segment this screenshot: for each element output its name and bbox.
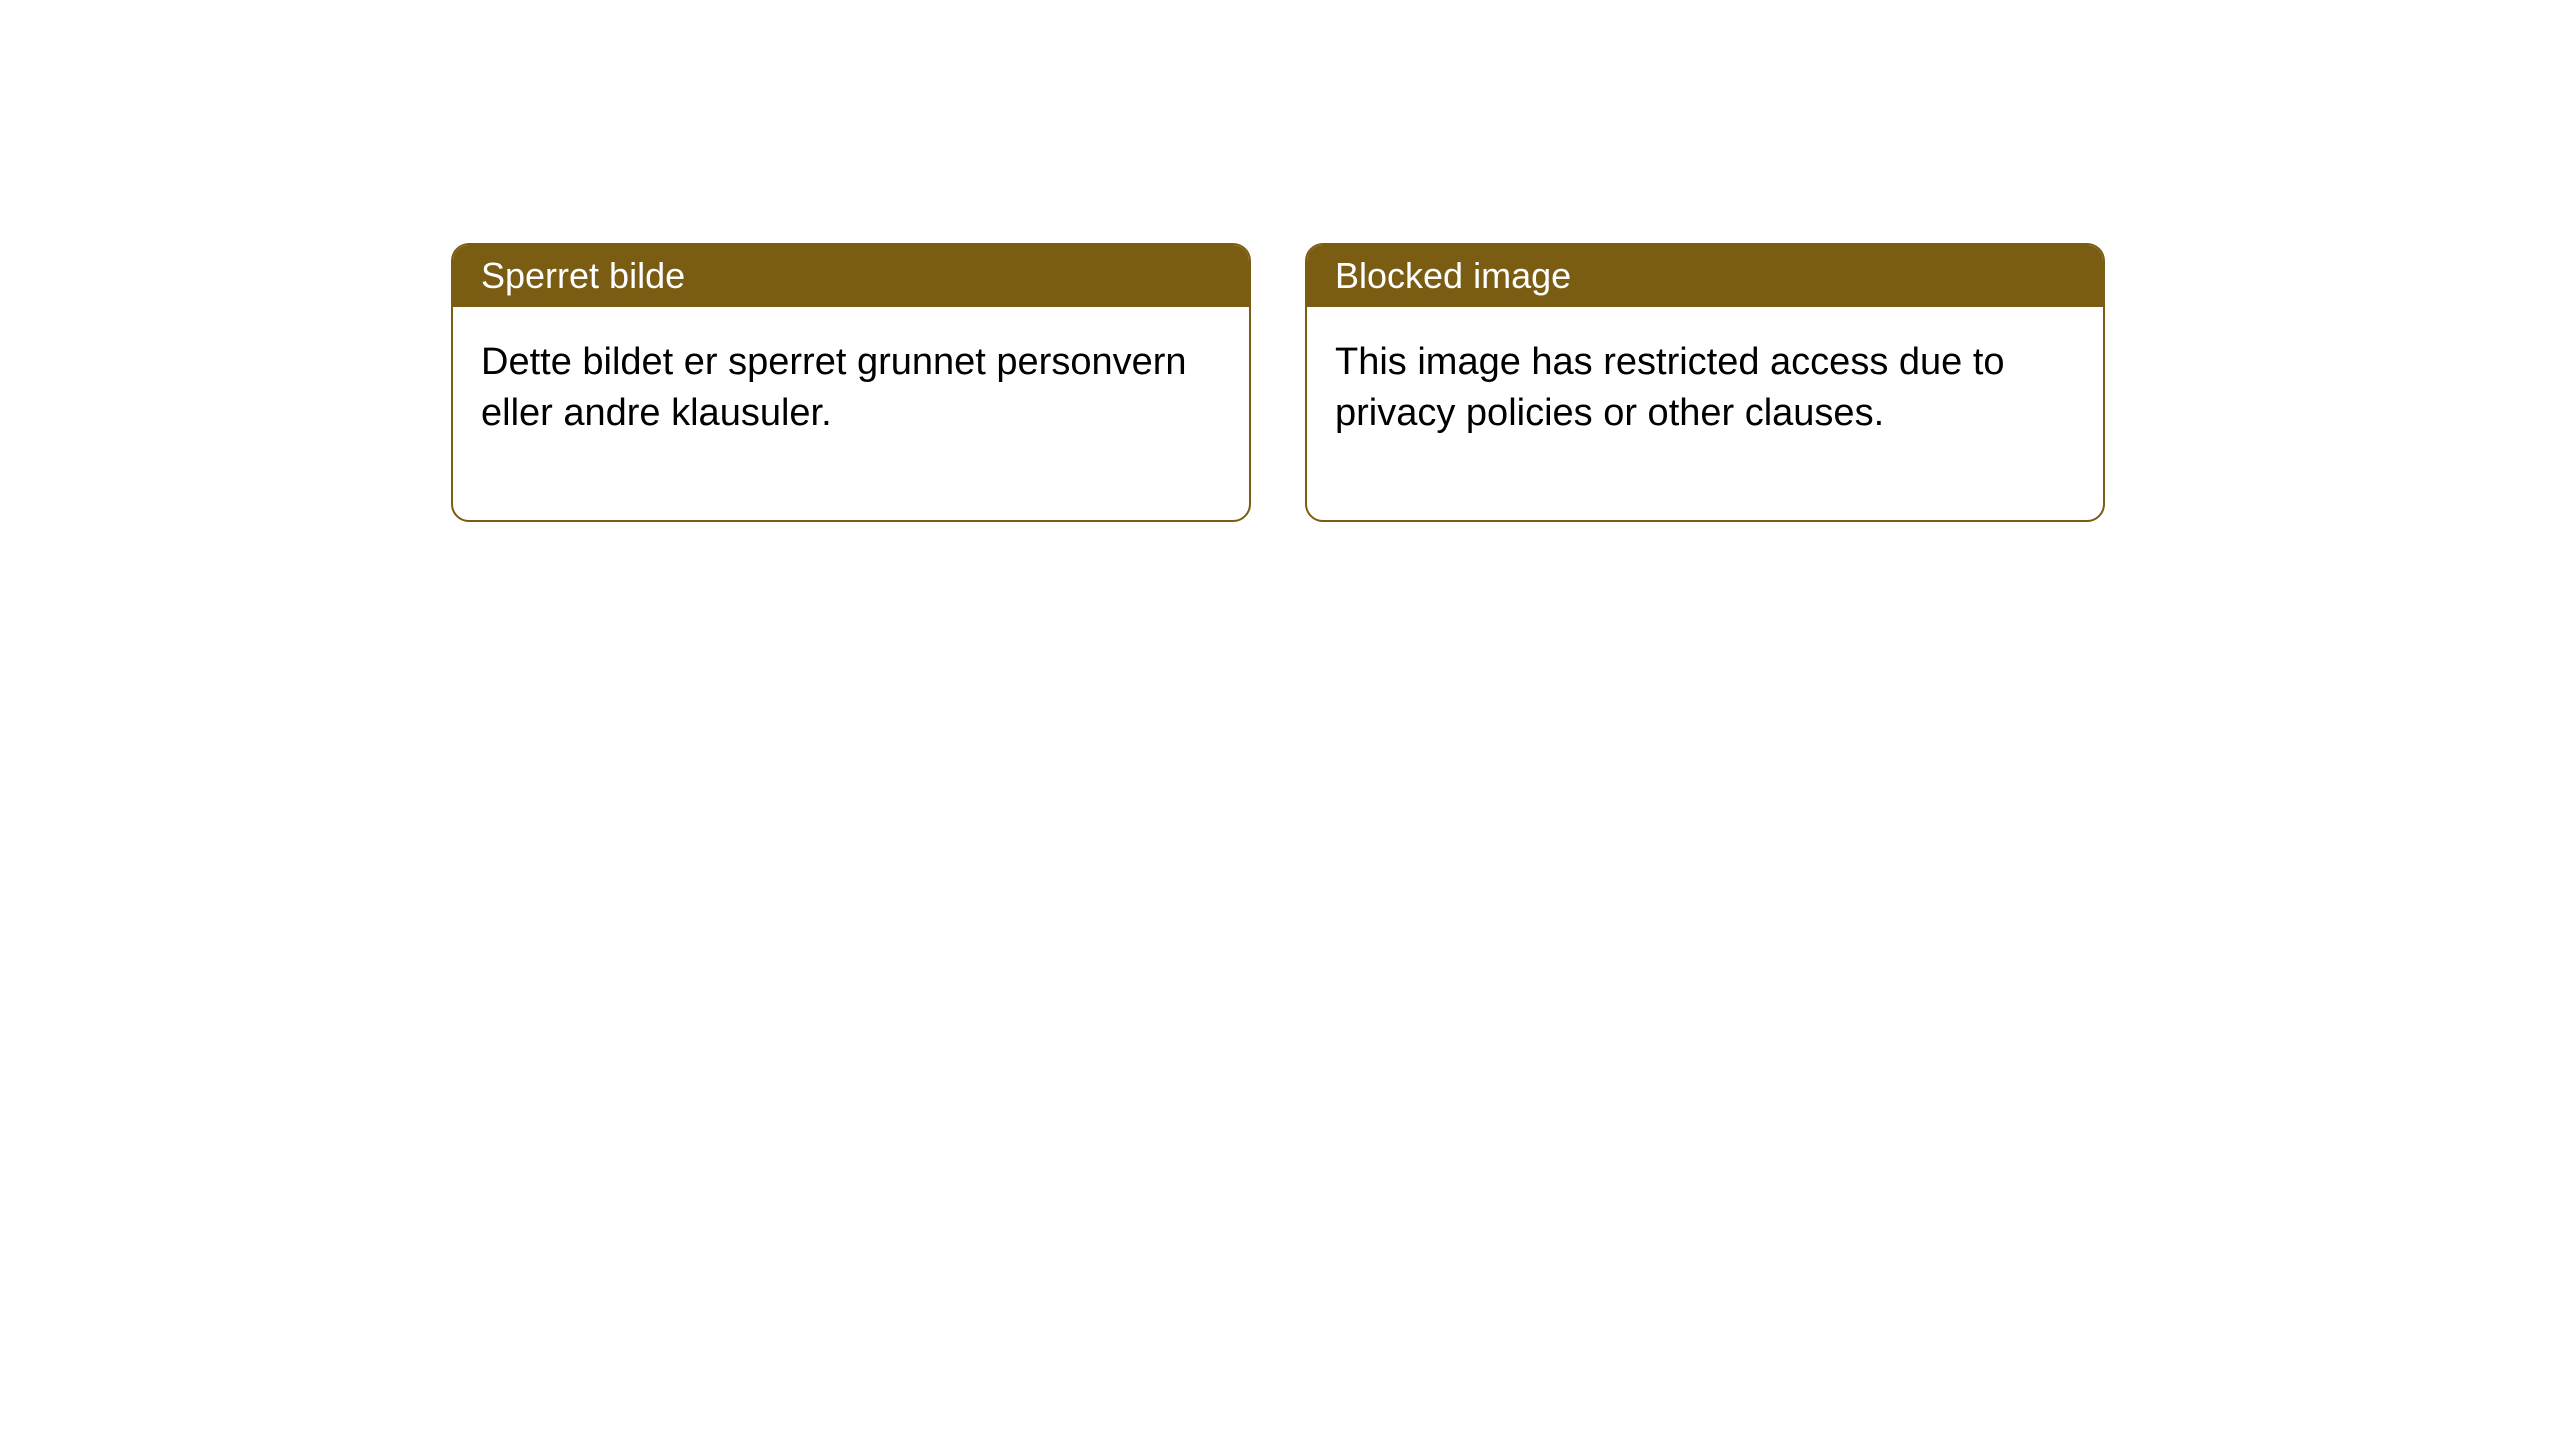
notice-body-english: This image has restricted access due to … — [1307, 307, 2103, 520]
notice-box-english: Blocked image This image has restricted … — [1305, 243, 2105, 522]
notice-body-norwegian: Dette bildet er sperret grunnet personve… — [453, 307, 1249, 520]
notice-container: Sperret bilde Dette bildet er sperret gr… — [451, 243, 2105, 522]
notice-header-english: Blocked image — [1307, 245, 2103, 307]
notice-box-norwegian: Sperret bilde Dette bildet er sperret gr… — [451, 243, 1251, 522]
notice-header-norwegian: Sperret bilde — [453, 245, 1249, 307]
